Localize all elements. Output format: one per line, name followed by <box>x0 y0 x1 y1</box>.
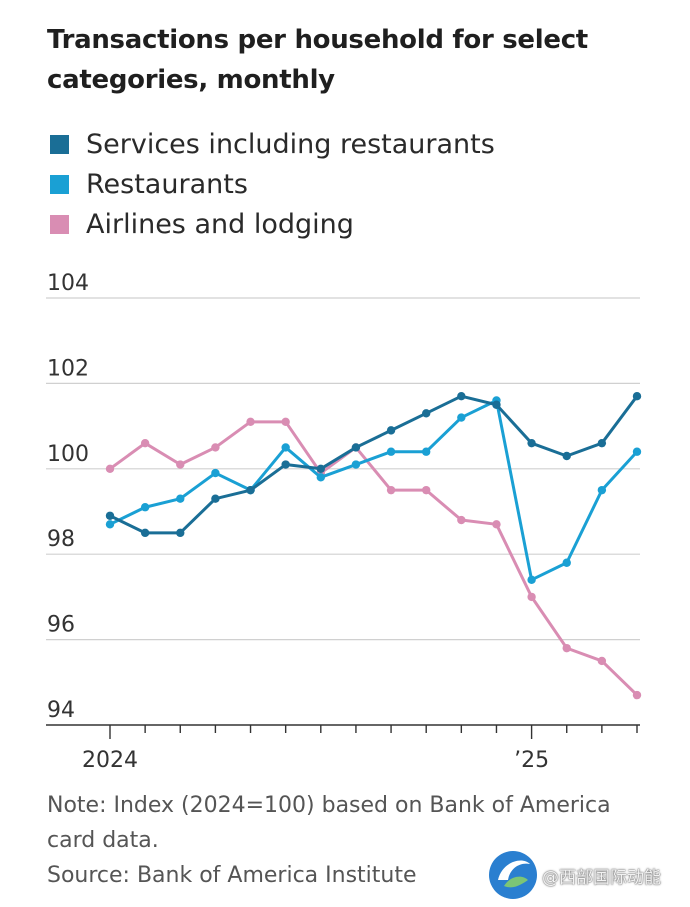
series-line-1 <box>108 398 639 582</box>
data-point <box>351 443 361 452</box>
y-tick-label: 98 <box>47 527 75 552</box>
chart-notes: Note: Index (2024=100) based on Bank of … <box>47 788 647 893</box>
data-point <box>386 447 396 456</box>
data-point <box>632 392 642 401</box>
data-point <box>457 515 466 525</box>
legend-item-services: Services including restaurants <box>50 124 495 164</box>
data-point <box>176 460 185 469</box>
legend-swatch-services <box>50 134 69 154</box>
data-point <box>422 409 431 418</box>
data-point <box>422 447 431 456</box>
data-point <box>105 511 115 520</box>
series-line-2 <box>108 420 639 697</box>
data-point <box>562 451 571 461</box>
legend-label-restaurants: Restaurants <box>86 168 248 200</box>
data-point <box>211 443 220 452</box>
watermark: @西部国际动能 <box>488 850 661 900</box>
chart-title: Transactions per household for select ca… <box>47 25 588 95</box>
series-line-0 <box>108 394 639 535</box>
legend: Services including restaurants Restauran… <box>50 124 495 244</box>
y-tick-label: 102 <box>47 356 89 381</box>
data-point <box>527 575 536 585</box>
data-point <box>105 464 115 473</box>
data-point <box>176 528 185 538</box>
data-point <box>351 460 361 469</box>
data-point <box>316 473 325 482</box>
data-point <box>527 438 536 448</box>
data-point <box>246 417 255 427</box>
data-point <box>281 460 290 469</box>
y-tick-label: 94 <box>47 698 75 723</box>
data-point <box>562 643 571 653</box>
data-point <box>211 494 220 503</box>
data-point <box>457 413 466 422</box>
data-point <box>140 438 150 448</box>
data-point <box>597 656 607 666</box>
data-point <box>246 485 255 495</box>
legend-swatch-restaurants <box>50 174 69 194</box>
data-point <box>211 468 220 478</box>
x-tick-label: ’25 <box>514 748 549 773</box>
legend-label-airlines: Airlines and lodging <box>86 208 354 240</box>
watermark-logo-icon <box>489 851 537 899</box>
note-text: Note: Index (2024=100) based on Bank of … <box>47 793 611 853</box>
data-point <box>105 520 115 529</box>
source-text: Source: Bank of America Institute <box>47 863 417 888</box>
data-point <box>386 485 396 495</box>
data-point <box>422 485 431 495</box>
line-chart: 94 96 98 100 102 104 2024 ’25 <box>46 271 642 773</box>
data-point <box>632 690 642 700</box>
data-point <box>316 464 325 473</box>
data-point <box>176 494 185 503</box>
data-point <box>140 528 150 538</box>
legend-label-services: Services including restaurants <box>86 128 495 160</box>
x-tick-label: 2024 <box>82 748 138 773</box>
y-tick-label: 104 <box>47 271 89 296</box>
data-point <box>527 592 536 602</box>
watermark-text: @西部国际动能 <box>542 867 661 888</box>
y-tick-label: 100 <box>47 442 89 467</box>
legend-swatch-airlines <box>50 214 69 234</box>
data-point <box>492 520 501 529</box>
legend-item-airlines: Airlines and lodging <box>50 204 495 244</box>
y-tick-label: 96 <box>47 613 75 638</box>
data-point <box>597 485 607 495</box>
data-point <box>597 438 607 448</box>
data-point <box>632 447 642 456</box>
data-point <box>281 443 290 452</box>
data-point <box>457 392 466 401</box>
data-point <box>562 558 571 567</box>
data-point <box>492 400 501 409</box>
data-point <box>140 503 150 512</box>
legend-item-restaurants: Restaurants <box>50 164 495 204</box>
data-point <box>386 426 396 435</box>
data-point <box>281 417 290 427</box>
